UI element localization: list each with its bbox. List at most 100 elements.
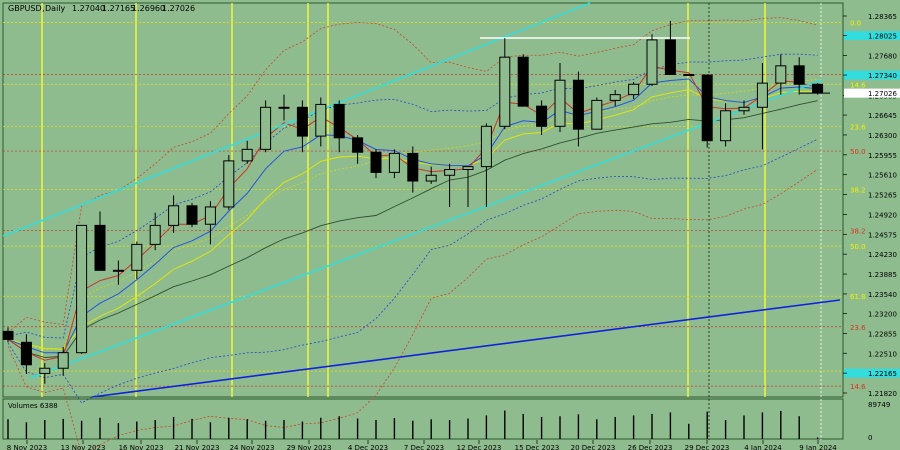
y-axis-label: 1.27340 — [868, 72, 897, 80]
x-axis-label: 4 Dec 2023 — [348, 444, 388, 450]
inner-band-lower — [7, 138, 818, 404]
bullish-candle — [76, 224, 88, 354]
bearish-candle — [517, 56, 529, 107]
trend-lines — [2, 2, 841, 398]
header-timeframe: Daily — [45, 4, 66, 13]
volume-bars — [7, 410, 819, 439]
header-open: 1.27040 — [72, 4, 105, 13]
fib-level-label: 50.0 — [850, 148, 866, 156]
bullish-candle — [241, 148, 253, 162]
current-price-label: 1.27026 — [868, 90, 897, 98]
y-axis-label: 1.25610 — [868, 172, 897, 180]
gridlines — [41, 3, 822, 440]
header-symbol: GBPUSD — [8, 4, 42, 13]
bullish-candle — [554, 79, 566, 127]
y-axis-label: 1.24575 — [868, 231, 897, 239]
bearish-candle — [20, 341, 32, 366]
y-axis-label: 1.25955 — [868, 152, 897, 160]
y-axis-highlight — [844, 368, 900, 378]
fib-level-label: 23.6 — [850, 123, 866, 131]
bearish-candle — [536, 105, 548, 127]
moving-average-red — [7, 65, 818, 361]
header-comma: , — [42, 4, 45, 13]
bullish-candle — [756, 82, 768, 108]
bearish-candle — [296, 106, 308, 137]
bullish-candle — [646, 39, 658, 85]
x-axis-label: 9 Jan 2024 — [799, 444, 837, 450]
x-axis-label: 26 Dec 2023 — [628, 444, 673, 450]
x-axis-label: 29 Nov 2023 — [287, 444, 332, 450]
x-axis-label: 29 Dec 2023 — [685, 444, 730, 450]
y-axis-label: 1.27680 — [868, 52, 897, 60]
upper-channel-line — [2, 2, 591, 237]
header-high: 1.27165 — [102, 4, 135, 13]
bearish-candle — [812, 83, 824, 94]
outer-band-lower — [7, 168, 818, 450]
header-close: 1.27026 — [162, 4, 195, 13]
bullish-candle — [57, 352, 69, 369]
y-axis-highlight — [844, 31, 900, 41]
x-axis-label: 15 Dec 2023 — [515, 444, 560, 450]
fib-level-label: 23.6 — [850, 324, 866, 332]
bullish-candle — [720, 110, 732, 142]
lower-channel-line — [29, 79, 823, 379]
inner-band-upper — [7, 53, 818, 339]
bearish-candle — [352, 137, 364, 153]
plot-frame — [2, 2, 844, 398]
bullish-candle — [738, 106, 750, 112]
outer-band-upper — [7, 17, 818, 333]
bullish-candle — [112, 269, 124, 272]
current-price-box — [844, 88, 900, 98]
x-axis-label: 4 Jan 2024 — [744, 444, 782, 450]
bearish-candle — [186, 205, 198, 225]
y-axis-label: 1.22510 — [868, 350, 897, 358]
fib-level-label: 61.8 — [850, 293, 866, 301]
bullish-candle — [223, 160, 235, 208]
bearish-candle — [683, 73, 695, 76]
bullish-candle — [480, 125, 492, 168]
x-axis-label: 7 Dec 2023 — [404, 444, 444, 450]
bullish-candle — [39, 367, 51, 374]
y-axis-label: 1.24230 — [868, 251, 897, 259]
moving-average-yellow — [7, 89, 818, 350]
bullish-candle — [628, 83, 640, 96]
bullish-candle — [315, 103, 327, 137]
x-axis: 8 Nov 2023 13 Nov 2023 16 Nov 2023 21 Nov 2… — [7, 440, 837, 450]
fib-level-label: 38.2 — [850, 228, 866, 236]
y-axis-label: 1.23885 — [868, 271, 897, 279]
volume-label: Volumes 6388 — [8, 402, 58, 410]
y-axis-label: 1.22165 — [868, 370, 897, 378]
x-axis-label: 16 Nov 2023 — [119, 444, 164, 450]
bearish-candle — [701, 74, 713, 142]
fib-level-label: 14.6 — [850, 383, 866, 391]
bearish-candle — [407, 152, 419, 182]
long-term-support-line — [91, 299, 841, 398]
bullish-candle — [462, 166, 474, 171]
bearish-candle — [94, 224, 106, 271]
bullish-candle — [499, 56, 511, 127]
volume-axis-max: 89749 — [868, 401, 890, 409]
y-axis-label: 1.23540 — [868, 291, 897, 299]
x-axis-label: 8 Nov 2023 — [7, 444, 47, 450]
bullish-candle — [204, 206, 216, 225]
fib-level-label: 0.0 — [850, 20, 861, 28]
y-axis: 1.283651.280251.276801.273401.269851.266… — [800, 13, 900, 398]
bullish-candle — [388, 152, 400, 173]
y-axis-label: 1.22855 — [868, 330, 897, 338]
moving-average-slow — [7, 100, 818, 358]
x-axis-label: 24 Nov 2023 — [230, 444, 275, 450]
bearish-candle — [572, 79, 584, 130]
bullish-candle — [278, 106, 290, 109]
x-axis-label: 13 Nov 2023 — [61, 444, 106, 450]
bearish-candle — [333, 103, 345, 139]
bullish-candle — [149, 224, 161, 245]
bullish-candle — [260, 106, 272, 150]
fibonacci-levels: 0.061.814.623.650.038.238.250.061.823.67… — [3, 20, 866, 391]
fib-level-label: 14.6 — [850, 81, 866, 89]
y-axis-label: 1.23200 — [868, 311, 897, 319]
y-axis-label: 1.24920 — [868, 211, 897, 219]
bullish-candle — [131, 243, 143, 271]
volume-axis-zero: 0 — [868, 434, 872, 442]
